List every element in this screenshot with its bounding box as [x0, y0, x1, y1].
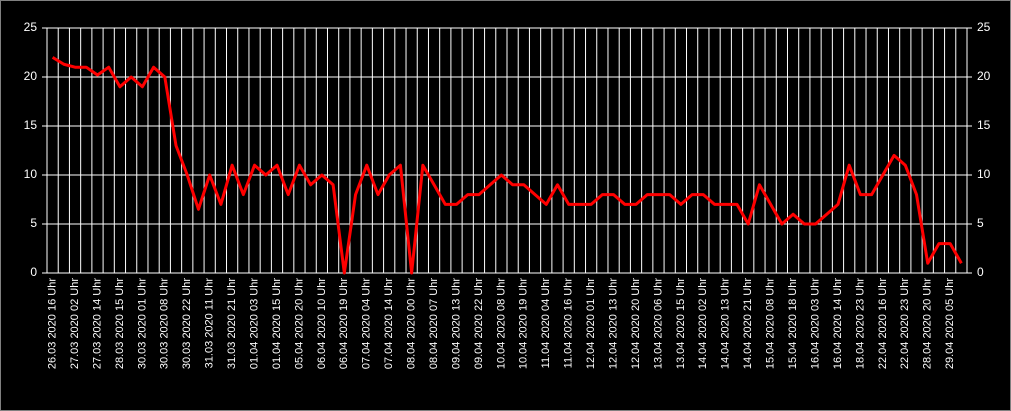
data-line	[51, 56, 963, 275]
x-tick-label: 14.04 2020 02 Uhr	[697, 278, 709, 369]
x-tick-label: 14.04 2020 21 Uhr	[742, 278, 754, 369]
y-tick-label: 20	[24, 69, 38, 83]
x-tick-label: 30.03 2020 22 Uhr	[181, 278, 193, 369]
x-tick-label: 07.04 2020 04 Uhr	[361, 278, 373, 369]
x-tick-label: 22.04 2020 23 Uhr	[899, 278, 911, 369]
x-tick-label: 16.04 2020 14 Uhr	[832, 278, 844, 369]
x-tick-label: 31.03 2020 11 Uhr	[204, 278, 216, 369]
y2-tick-label: 0	[977, 265, 984, 279]
x-tick-label: 18.04 2020 23 Uhr	[854, 278, 866, 369]
y2-tick-label: 20	[977, 69, 991, 83]
x-tick-label: 13.04 2020 06 Uhr	[652, 278, 664, 369]
x-tick-label: 12.04 2020 13 Uhr	[607, 278, 619, 369]
x-tick-label: 31.03 2020 21 Uhr	[226, 278, 238, 369]
x-tick-label: 14.04 2020 13 Uhr	[720, 278, 732, 369]
x-tick-label: 10.04 2020 19 Uhr	[518, 278, 530, 369]
x-tick-label: 29.04 2020 05 Uhr	[944, 278, 956, 369]
x-tick-label: 28.04 2020 20 Uhr	[922, 278, 934, 369]
x-tick-label: 05.04 2020 20 Uhr	[293, 278, 305, 369]
x-tick-label: 26.03 2020 16 Uhr	[47, 278, 59, 369]
x-tick-label: 06.04 2020 19 Uhr	[338, 278, 350, 369]
x-tick-label: 11.04 2020 04 Uhr	[540, 278, 552, 369]
y2-tick-label: 25	[977, 20, 991, 34]
x-tick-label: 13.04 2020 15 Uhr	[675, 278, 687, 369]
y-tick-label: 10	[24, 167, 38, 181]
x-tick-label: 09.04 2020 22 Uhr	[473, 278, 485, 369]
x-tick-label: 12.04 2020 20 Uhr	[630, 278, 642, 369]
x-tick-label: 15.04 2020 18 Uhr	[787, 278, 799, 369]
x-tick-label: 06.04 2020 10 Uhr	[316, 278, 328, 369]
x-tick-label: 09.04 2020 13 Uhr	[450, 278, 462, 369]
y-tick-label: 25	[24, 20, 38, 34]
x-tick-label: 12.04 2020 01 Uhr	[585, 278, 597, 369]
x-tick-label: 01.04 2020 03 Uhr	[248, 278, 260, 369]
x-tick-label: 08.04 2020 00 Uhr	[406, 278, 418, 369]
plot-border	[46, 27, 968, 274]
x-tick-label: 30.03 2020 08 Uhr	[159, 278, 171, 369]
y-tick-label: 0	[30, 265, 37, 279]
y2-tick-label: 15	[977, 118, 991, 132]
x-tick-label: 27.03 2020 02 Uhr	[69, 278, 81, 369]
x-tick-label: 30.03 2020 01 Uhr	[136, 278, 148, 369]
y-tick-label: 15	[24, 118, 38, 132]
x-tick-label: 27.03 2020 14 Uhr	[91, 278, 103, 369]
x-tick-label: 28.03 2020 15 Uhr	[114, 278, 126, 369]
x-tick-label: 22.04 2020 16 Uhr	[877, 278, 889, 369]
x-tick-label: 01.04 2020 15 Uhr	[271, 278, 283, 369]
y2-tick-label: 5	[977, 216, 984, 230]
x-tick-label: 11.04 2020 16 Uhr	[563, 278, 575, 369]
x-tick-label: 10.04 2020 08 Uhr	[495, 278, 507, 369]
y2-tick-label: 10	[977, 167, 991, 181]
x-tick-label: 16.04 2020 03 Uhr	[809, 278, 821, 369]
y-tick-label: 5	[30, 216, 37, 230]
x-tick-label: 07.04 2020 14 Uhr	[383, 278, 395, 369]
x-tick-label: 08.04 2020 07 Uhr	[428, 278, 440, 369]
x-tick-label: 15.04 2020 08 Uhr	[765, 278, 777, 369]
